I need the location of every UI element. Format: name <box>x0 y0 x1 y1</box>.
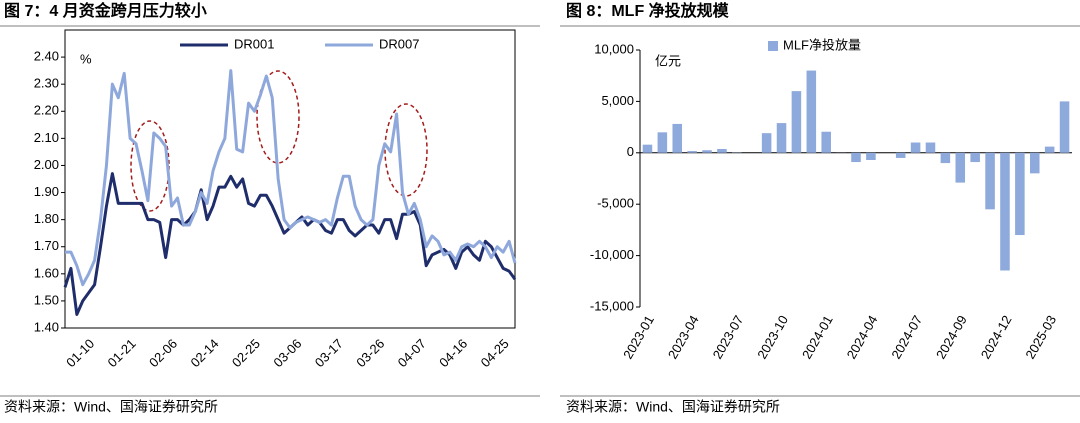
y-tick-label: 2.00 <box>34 157 59 172</box>
y-tick-label: 2.40 <box>34 49 59 64</box>
bar <box>807 71 817 153</box>
bar <box>658 132 668 152</box>
y-tick-label: -10,000 <box>590 247 634 262</box>
y-tick-label: 1.50 <box>34 292 59 307</box>
bar <box>985 153 995 210</box>
y-tick-label: -5,000 <box>597 196 634 211</box>
bar <box>1015 153 1025 235</box>
y-tick-label: 5,000 <box>601 93 634 108</box>
y-tick-label: -15,000 <box>590 298 634 313</box>
legend-label: DR007 <box>379 36 419 51</box>
y-unit: 亿元 <box>655 53 681 68</box>
bar <box>1045 147 1055 153</box>
y-tick-label: 1.80 <box>34 211 59 226</box>
bar <box>1000 153 1010 271</box>
bar <box>1030 153 1040 174</box>
y-tick-label: 1.90 <box>34 184 59 199</box>
bar <box>970 153 980 162</box>
bar <box>896 153 906 158</box>
y-tick-label: 2.20 <box>34 103 59 118</box>
bar <box>926 143 936 153</box>
y-tick-label: 1.40 <box>34 319 59 334</box>
source: 资料来源：Wind、国海证券研究所 <box>566 399 780 415</box>
y-tick-label: 10,000 <box>594 41 634 56</box>
chart-title: 图 8：MLF 净投放规模 <box>566 1 730 20</box>
bar <box>911 143 921 153</box>
y-tick-label: 2.30 <box>34 76 59 91</box>
chart-title: 图 7：4 月资金跨月压力较小 <box>4 1 207 20</box>
bar <box>1060 101 1070 152</box>
legend-label: DR001 <box>234 36 274 51</box>
y-tick-label: 1.60 <box>34 265 59 280</box>
bar <box>777 123 787 153</box>
bar <box>941 153 951 163</box>
legend-swatch <box>768 41 778 51</box>
bar <box>702 150 712 153</box>
bar <box>717 149 727 153</box>
bar <box>762 133 772 153</box>
y-tick-label: 0 <box>627 144 634 159</box>
y-tick-label: 2.10 <box>34 130 59 145</box>
bar <box>851 153 861 162</box>
bar <box>687 151 697 153</box>
bar <box>672 124 682 153</box>
legend-label: MLF净投放量 <box>783 37 861 52</box>
bar <box>643 145 653 153</box>
bar <box>866 153 876 160</box>
bar <box>821 132 831 153</box>
source: 资料来源：Wind、国海证券研究所 <box>4 399 218 415</box>
bar <box>956 153 966 183</box>
y-tick-label: 1.70 <box>34 238 59 253</box>
y-unit: % <box>80 51 92 66</box>
bar <box>792 91 802 153</box>
